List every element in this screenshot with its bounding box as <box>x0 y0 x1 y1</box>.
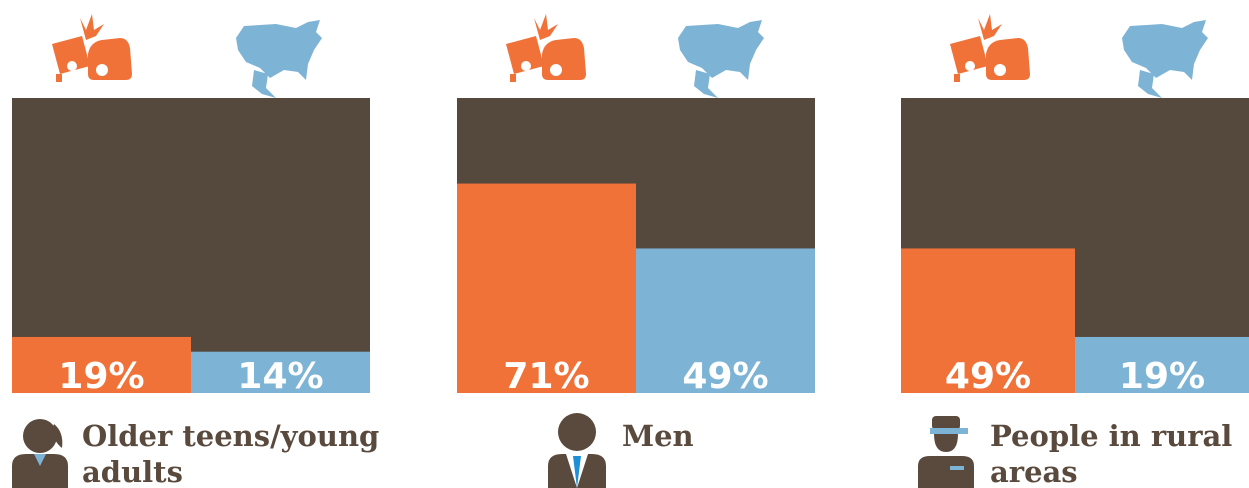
person-icon <box>52 424 63 448</box>
bar <box>1075 336 1249 393</box>
panel-title: People in rural areas <box>990 419 1233 488</box>
person-icon <box>12 454 68 488</box>
us-map-icon <box>236 20 322 98</box>
icons <box>52 14 1208 98</box>
crash-icon <box>950 14 1030 82</box>
bar <box>901 248 1075 393</box>
person-icon <box>558 413 596 451</box>
value-label: 19% <box>1119 356 1205 397</box>
bar <box>636 248 815 393</box>
bar <box>12 336 191 393</box>
value-label: 14% <box>237 356 323 397</box>
person-icon <box>934 434 958 452</box>
person-icon <box>950 466 964 470</box>
us-map-icon <box>678 20 764 98</box>
us-map-icon <box>1122 20 1208 98</box>
panel-title: Older teens/young adults <box>82 419 380 488</box>
crash-icon <box>52 14 132 82</box>
bar <box>191 351 370 393</box>
value-label: 19% <box>58 356 144 397</box>
person-icon <box>23 419 57 453</box>
value-label: 49% <box>682 356 768 397</box>
value-label: 49% <box>945 356 1031 397</box>
person-icon <box>932 416 960 430</box>
person-icon <box>573 456 581 488</box>
panel-title: Men <box>622 419 694 453</box>
person-icon <box>930 428 968 434</box>
bar <box>457 183 636 393</box>
crash-icon <box>506 14 586 82</box>
person-icon <box>918 456 974 488</box>
person-icon <box>34 454 46 466</box>
person-icons <box>12 413 974 488</box>
value-label: 71% <box>503 356 589 397</box>
